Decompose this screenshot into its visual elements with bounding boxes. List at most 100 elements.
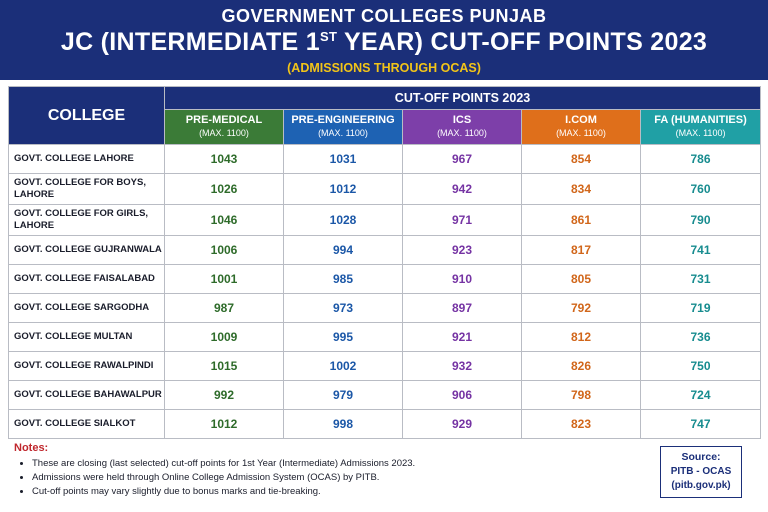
column-max: (MAX. 1100) [199, 128, 249, 138]
icom-value: 826 [521, 351, 641, 381]
pre-engineering-value: 995 [283, 322, 403, 352]
ics-value: 967 [402, 144, 522, 174]
ics-value: 910 [402, 264, 522, 294]
table-row: GOVT. COLLEGE FOR BOYS, LAHORE 1026 1012… [8, 173, 762, 205]
cutoff-table-container: COLLEGE CUT-OFF POINTS 2023 PRE-MEDICAL (… [8, 86, 762, 439]
column-name: PRE-MEDICAL [185, 114, 263, 126]
ics-value: 921 [402, 322, 522, 352]
icom-value: 834 [521, 173, 641, 205]
pre-engineering-value: 994 [283, 235, 403, 265]
fa-value: 747 [639, 409, 762, 439]
college-name: GOVT. COLLEGE RAWALPINDI [8, 351, 165, 381]
icom-value: 805 [521, 264, 641, 294]
source-title: Source: [681, 451, 721, 463]
fa-value: 736 [639, 322, 762, 352]
column-name: I.COM [565, 114, 597, 126]
pre-medical-value: 1043 [164, 144, 284, 174]
fa-value: 731 [639, 264, 762, 294]
notes-title: Notes: [14, 442, 49, 454]
column-max: (MAX. 1100) [318, 128, 368, 138]
cutoff-table: COLLEGE CUT-OFF POINTS 2023 PRE-MEDICAL (… [8, 86, 762, 439]
pre-medical-value: 987 [164, 293, 284, 323]
column-header-icom: I.COM (MAX. 1100) [521, 109, 641, 145]
fa-value: 790 [639, 204, 762, 236]
table-row: GOVT. COLLEGE FAISALABAD 1001 985 910 80… [8, 264, 762, 294]
icom-value: 817 [521, 235, 641, 265]
note-item: Cut-off points may vary slightly due to … [32, 485, 634, 499]
ics-value: 971 [402, 204, 522, 236]
column-header-pre-engineering: PRE-ENGINEERING (MAX. 1100) [283, 109, 403, 145]
table-row: GOVT. COLLEGE BAHAWALPUR 992 979 906 798… [8, 380, 762, 410]
column-max: (MAX. 1100) [556, 128, 606, 138]
column-name: FA (HUMANITIES) [654, 114, 747, 126]
ics-value: 923 [402, 235, 522, 265]
header-main-title: JC (INTERMEDIATE 1ST YEAR) CUT-OFF POINT… [0, 28, 768, 57]
column-max: (MAX. 1100) [437, 128, 487, 138]
column-name: PRE-ENGINEERING [291, 114, 395, 126]
pre-engineering-value: 979 [283, 380, 403, 410]
table-row: GOVT. COLLEGE SARGODHA 987 973 897 792 7… [8, 293, 762, 323]
pre-medical-value: 1001 [164, 264, 284, 294]
notes-list: These are closing (last selected) cut-of… [14, 457, 634, 499]
table-row: GOVT. COLLEGE RAWALPINDI 1015 1002 932 8… [8, 351, 762, 381]
page-header: GOVERNMENT COLLEGES PUNJAB JC (INTERMEDI… [0, 0, 768, 80]
college-name: GOVT. COLLEGE BAHAWALPUR [8, 380, 165, 410]
notes-section: Notes: These are closing (last selected)… [14, 442, 634, 499]
ics-value: 929 [402, 409, 522, 439]
column-header-fa-humanities: FA (HUMANITIES) (MAX. 1100) [639, 109, 762, 145]
pre-engineering-value: 998 [283, 409, 403, 439]
college-name: GOVT. COLLEGE FOR BOYS, LAHORE [8, 173, 165, 205]
college-column-header: COLLEGE [8, 86, 165, 145]
column-header-ics: ICS (MAX. 1100) [402, 109, 522, 145]
source-name: PITB - OCAS [670, 466, 732, 477]
fa-value: 750 [639, 351, 762, 381]
pre-medical-value: 1026 [164, 173, 284, 205]
icom-value: 861 [521, 204, 641, 236]
icom-value: 798 [521, 380, 641, 410]
pre-engineering-value: 1031 [283, 144, 403, 174]
fa-value: 741 [639, 235, 762, 265]
table-row: GOVT. COLLEGE MULTAN 1009 995 921 812 73… [8, 322, 762, 352]
ics-value: 932 [402, 351, 522, 381]
fa-value: 719 [639, 293, 762, 323]
icom-value: 792 [521, 293, 641, 323]
pre-engineering-value: 1028 [283, 204, 403, 236]
cutoff-group-header: CUT-OFF POINTS 2023 [163, 86, 762, 110]
pre-medical-value: 1015 [164, 351, 284, 381]
pre-medical-value: 1046 [164, 204, 284, 236]
icom-value: 823 [521, 409, 641, 439]
header-main-title-post: YEAR) CUT-OFF POINTS 2023 [337, 28, 708, 56]
pre-engineering-value: 973 [283, 293, 403, 323]
header-title: GOVERNMENT COLLEGES PUNJAB [221, 6, 547, 26]
pre-engineering-value: 1012 [283, 173, 403, 205]
source-box: Source: PITB - OCAS (pitb.gov.pk) [660, 446, 742, 498]
header-main-title-pre: JC (INTERMEDIATE 1 [60, 28, 320, 56]
pre-engineering-value: 985 [283, 264, 403, 294]
header-subtitle: (ADMISSIONS THROUGH OCAS) [287, 61, 481, 75]
source-url: (pitb.gov.pk) [671, 480, 731, 491]
column-name: ICS [452, 114, 472, 126]
pre-engineering-value: 1002 [283, 351, 403, 381]
pre-medical-value: 992 [164, 380, 284, 410]
pre-medical-value: 1006 [164, 235, 284, 265]
college-name: GOVT. COLLEGE GUJRANWALA [8, 235, 165, 265]
table-row: GOVT. COLLEGE SIALKOT 1012 998 929 823 7… [8, 409, 762, 439]
icom-value: 854 [521, 144, 641, 174]
college-name: GOVT. COLLEGE SARGODHA [8, 293, 165, 323]
note-item: These are closing (last selected) cut-of… [32, 457, 634, 471]
college-name: GOVT. COLLEGE SIALKOT [8, 409, 165, 439]
column-header-pre-medical: PRE-MEDICAL (MAX. 1100) [164, 109, 284, 145]
college-name: GOVT. COLLEGE FAISALABAD [8, 264, 165, 294]
ics-value: 897 [402, 293, 522, 323]
pre-medical-value: 1009 [164, 322, 284, 352]
table-row: GOVT. COLLEGE GUJRANWALA 1006 994 923 81… [8, 235, 762, 265]
column-max: (MAX. 1100) [675, 128, 726, 138]
college-name: GOVT. COLLEGE LAHORE [8, 144, 165, 174]
fa-value: 760 [639, 173, 762, 205]
pre-medical-value: 1012 [164, 409, 284, 439]
fa-value: 724 [639, 380, 762, 410]
fa-value: 786 [639, 144, 762, 174]
ics-value: 906 [402, 380, 522, 410]
college-name: GOVT. COLLEGE FOR GIRLS, LAHORE [8, 204, 165, 236]
ics-value: 942 [402, 173, 522, 205]
